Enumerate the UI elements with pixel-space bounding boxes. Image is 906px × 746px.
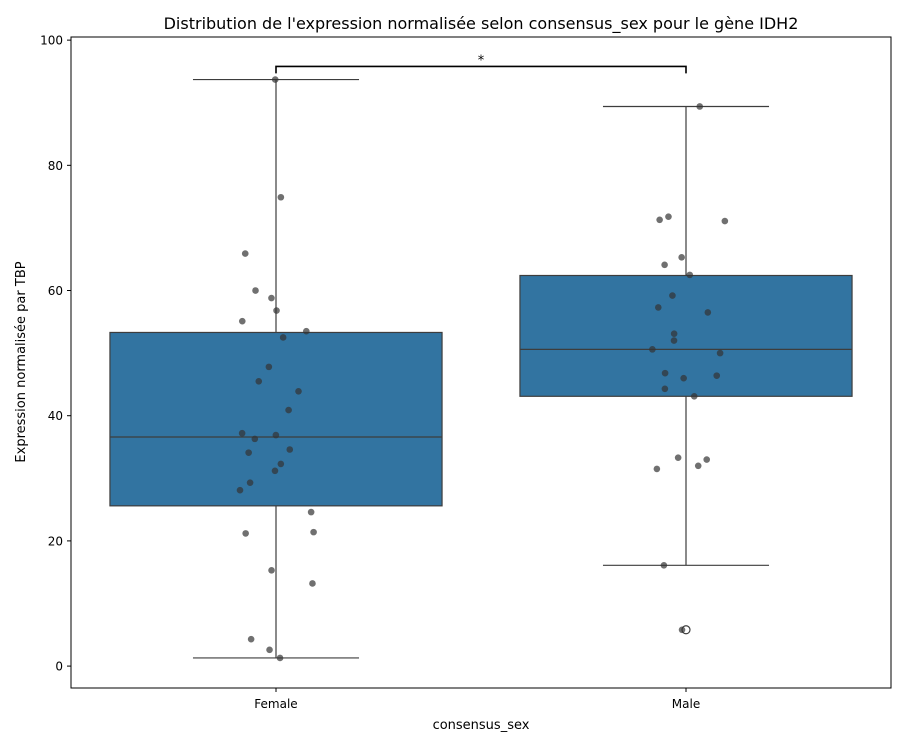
- data-point: [246, 479, 254, 486]
- y-tick-label: 40: [48, 409, 63, 423]
- data-point: [307, 508, 315, 516]
- data-point: [295, 387, 302, 395]
- box-iqr: [109, 331, 443, 507]
- data-point: [245, 449, 252, 456]
- y-tick-label: 100: [40, 34, 63, 48]
- data-point: [665, 213, 672, 220]
- data-point: [690, 393, 698, 400]
- significance-bracket: [275, 65, 687, 74]
- data-point: [678, 254, 685, 261]
- data-point: [678, 626, 686, 634]
- data-point: [271, 76, 279, 83]
- data-point: [649, 346, 656, 353]
- data-point: [238, 429, 246, 437]
- data-point: [286, 446, 294, 453]
- data-point: [670, 330, 678, 338]
- data-point: [238, 317, 246, 325]
- data-point: [661, 261, 668, 269]
- data-point: [251, 435, 259, 443]
- data-point: [266, 646, 273, 654]
- data-point: [661, 369, 669, 377]
- data-point: [247, 635, 255, 643]
- data-point: [279, 334, 287, 341]
- data-point: [654, 304, 662, 311]
- data-point: [271, 467, 279, 475]
- data-point: [721, 217, 729, 225]
- data-point: [660, 562, 668, 569]
- data-point: [277, 460, 285, 468]
- data-point: [277, 193, 285, 201]
- data-point: [670, 337, 678, 344]
- data-point: [252, 287, 259, 294]
- data-point: [236, 486, 244, 494]
- x-tick-label: Male: [672, 697, 700, 711]
- plot-frame: [70, 36, 892, 689]
- data-point: [653, 465, 661, 473]
- data-point: [309, 580, 316, 587]
- data-point: [680, 374, 687, 382]
- y-tick-label: 60: [48, 284, 63, 298]
- data-point: [704, 309, 712, 316]
- data-point: [255, 377, 263, 385]
- data-point: [272, 431, 280, 439]
- data-point: [716, 349, 724, 357]
- data-point: [310, 528, 317, 536]
- x-tick-label: Female: [254, 697, 297, 711]
- y-axis-label: Expression normalisée par TBP: [14, 261, 29, 462]
- data-point: [686, 271, 694, 279]
- data-point: [241, 250, 249, 257]
- data-point: [674, 454, 682, 461]
- y-tick-label: 80: [48, 159, 63, 173]
- data-point: [268, 567, 275, 574]
- data-point: [703, 456, 711, 463]
- data-point: [669, 292, 676, 299]
- data-point: [276, 654, 284, 662]
- data-point: [242, 530, 249, 537]
- y-tick-label: 0: [55, 660, 63, 674]
- y-tick-label: 20: [48, 534, 63, 548]
- data-point: [273, 307, 280, 314]
- significance-label: *: [478, 53, 485, 68]
- data-point: [661, 385, 669, 393]
- data-point: [265, 363, 273, 371]
- x-axis-label: consensus_sex: [433, 718, 530, 733]
- data-point: [268, 294, 275, 302]
- data-point: [713, 372, 721, 379]
- data-point: [696, 103, 704, 110]
- data-point: [285, 406, 292, 414]
- chart-title: Distribution de l'expression normalisée …: [164, 14, 799, 34]
- data-point: [694, 462, 702, 470]
- data-point: [656, 216, 663, 224]
- data-point: [303, 327, 310, 335]
